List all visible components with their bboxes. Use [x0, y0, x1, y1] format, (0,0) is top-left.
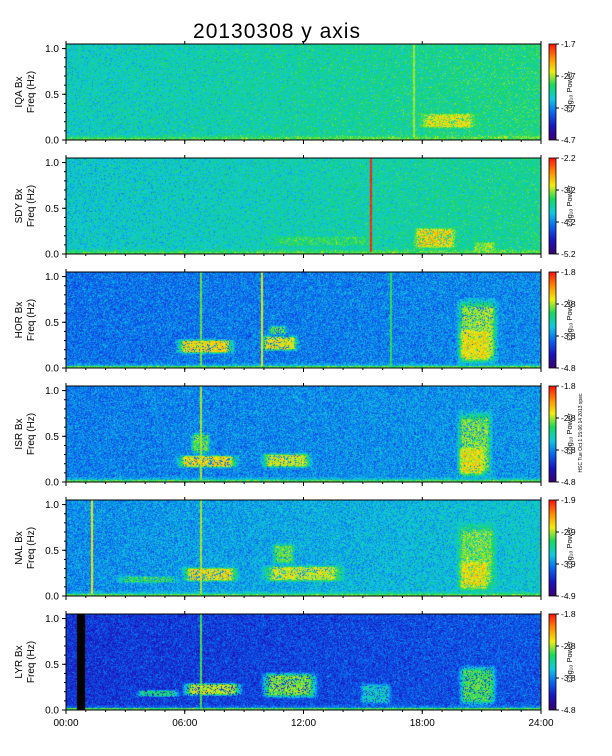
panel-3: 0.0 0.5 1.0 ISR Bx Freq (Hz) -1.8 -2.8 -3.8 -4.8… — [14, 381, 576, 489]
colorbar-tick-label: -2.2 — [561, 153, 576, 163]
colorbar-tick-label: -3.8 — [561, 445, 576, 455]
colorbar-tick-label: -4.2 — [561, 217, 576, 227]
colorbar-tick-label: -1.8 — [561, 609, 576, 619]
panel-0: 0.0 0.5 1.0 IQA Bx Freq (Hz) -1.7 -2.7 -3.7 -4.7… — [14, 39, 576, 147]
colorbar-tick-label: -3.2 — [561, 185, 576, 195]
station-label: ISR Bx — [14, 418, 25, 449]
time-axis: 00:00 06:00 12:00 18:00 24:00 — [53, 718, 553, 729]
panel-2: 0.0 0.5 1.0 HOR Bx Freq (Hz) -1.8 -2.8 -3.8 -4.8… — [14, 267, 576, 375]
colorbar-tick-label: -1.9 — [561, 495, 576, 505]
y-tick-label: 1.0 — [45, 614, 59, 625]
station-label: SDY Bx — [14, 189, 25, 224]
y-tick-label: 0.0 — [45, 592, 59, 603]
x-tick-label: 18:00 — [410, 718, 435, 729]
colorbar-tick-label: -4.8 — [561, 477, 576, 487]
y-tick-label: 0.0 — [45, 136, 59, 147]
station-label: NAL Bx — [14, 531, 25, 565]
y-tick-label: 0.5 — [45, 90, 59, 101]
freq-axis-label: Freq (Hz) — [26, 71, 37, 113]
y-tick-label: 0.5 — [45, 432, 59, 443]
panel-5: 0.0 0.5 1.0 LYR Bx Freq (Hz) -1.8 -2.8 -3.8 -4.8… — [14, 609, 576, 717]
colorbar-tick-label: -4.8 — [561, 363, 576, 373]
colorbar — [548, 499, 557, 597]
y-tick-label: 0.0 — [45, 706, 59, 717]
y-tick-label: 1.0 — [45, 44, 59, 55]
freq-axis-label: Freq (Hz) — [26, 641, 37, 683]
colorbar-label: Log₁₀ Power — [565, 71, 574, 113]
spectrogram-image — [66, 614, 541, 710]
freq-axis-label: Freq (Hz) — [26, 185, 37, 227]
colorbar-tick-label: -3.7 — [561, 103, 576, 113]
colorbar-tick-label: -3.9 — [561, 559, 576, 569]
y-tick-label: 0.0 — [45, 478, 59, 489]
y-tick-label: 0.5 — [45, 318, 59, 329]
colorbar-label: Log₁₀ Power — [565, 299, 574, 341]
y-tick-label: 0.5 — [45, 660, 59, 671]
colorbar-tick-label: -3.8 — [561, 673, 576, 683]
freq-axis-label: Freq (Hz) — [26, 527, 37, 569]
colorbar-tick-label: -2.8 — [561, 413, 576, 423]
y-tick-label: 1.0 — [45, 500, 59, 511]
plot-timestamp: HSC Tue Oct 1 15:06:14 2013 spec — [578, 393, 584, 472]
colorbar-label: Log₁₀ Power — [565, 527, 574, 569]
y-tick-label: 1.0 — [45, 386, 59, 397]
colorbar-tick-label: -2.7 — [561, 71, 576, 81]
station-label: HOR Bx — [14, 302, 25, 339]
colorbar-tick-label: -4.7 — [561, 135, 576, 145]
spectrogram-image — [66, 158, 541, 254]
colorbar-tick-label: -1.8 — [561, 267, 576, 277]
colorbar-tick-label: -1.7 — [561, 39, 576, 49]
chart-title: 20130308 y axis — [193, 20, 361, 43]
panel-4: 0.0 0.5 1.0 NAL Bx Freq (Hz) -1.9 -2.9 -3.9 -4.9… — [14, 495, 576, 603]
x-tick-label: 00:00 — [53, 718, 78, 729]
x-tick-label: 06:00 — [172, 718, 197, 729]
colorbar — [548, 613, 557, 711]
spectrogram-image — [66, 44, 541, 140]
colorbar-tick-label: -2.9 — [561, 527, 576, 537]
station-label: IQA Bx — [14, 76, 25, 107]
spectrogram-image — [66, 500, 541, 596]
colorbar — [548, 271, 557, 369]
y-tick-label: 1.0 — [45, 272, 59, 283]
colorbar — [548, 157, 557, 255]
y-tick-label: 0.5 — [45, 204, 59, 215]
station-label: LYR Bx — [14, 645, 25, 678]
freq-axis-label: Freq (Hz) — [26, 413, 37, 455]
y-tick-label: 0.5 — [45, 546, 59, 557]
colorbar — [548, 43, 557, 141]
colorbar-tick-label: -4.8 — [561, 705, 576, 715]
colorbar-tick-label: -2.8 — [561, 641, 576, 651]
colorbar-label: Log₁₀ Power — [565, 413, 574, 455]
x-tick-label: 24:00 — [528, 718, 553, 729]
colorbar-label: Log₁₀ Power — [565, 641, 574, 683]
x-tick-label: 12:00 — [291, 718, 316, 729]
colorbar-tick-label: -1.8 — [561, 381, 576, 391]
panel-1: 0.0 0.5 1.0 SDY Bx Freq (Hz) -2.2 -3.2 -4.2 -5.2… — [14, 153, 576, 261]
y-tick-label: 0.0 — [45, 250, 59, 261]
colorbar-label: Log₁₀ Power — [565, 185, 574, 227]
colorbar-tick-label: -3.8 — [561, 331, 576, 341]
spectrogram-image — [66, 272, 541, 368]
spectrogram-image — [66, 386, 541, 482]
y-tick-label: 0.0 — [45, 364, 59, 375]
y-tick-label: 1.0 — [45, 158, 59, 169]
freq-axis-label: Freq (Hz) — [26, 299, 37, 341]
colorbar-tick-label: -5.2 — [561, 249, 576, 259]
colorbar — [548, 385, 557, 483]
colorbar-tick-label: -4.9 — [561, 591, 576, 601]
colorbar-tick-label: -2.8 — [561, 299, 576, 309]
